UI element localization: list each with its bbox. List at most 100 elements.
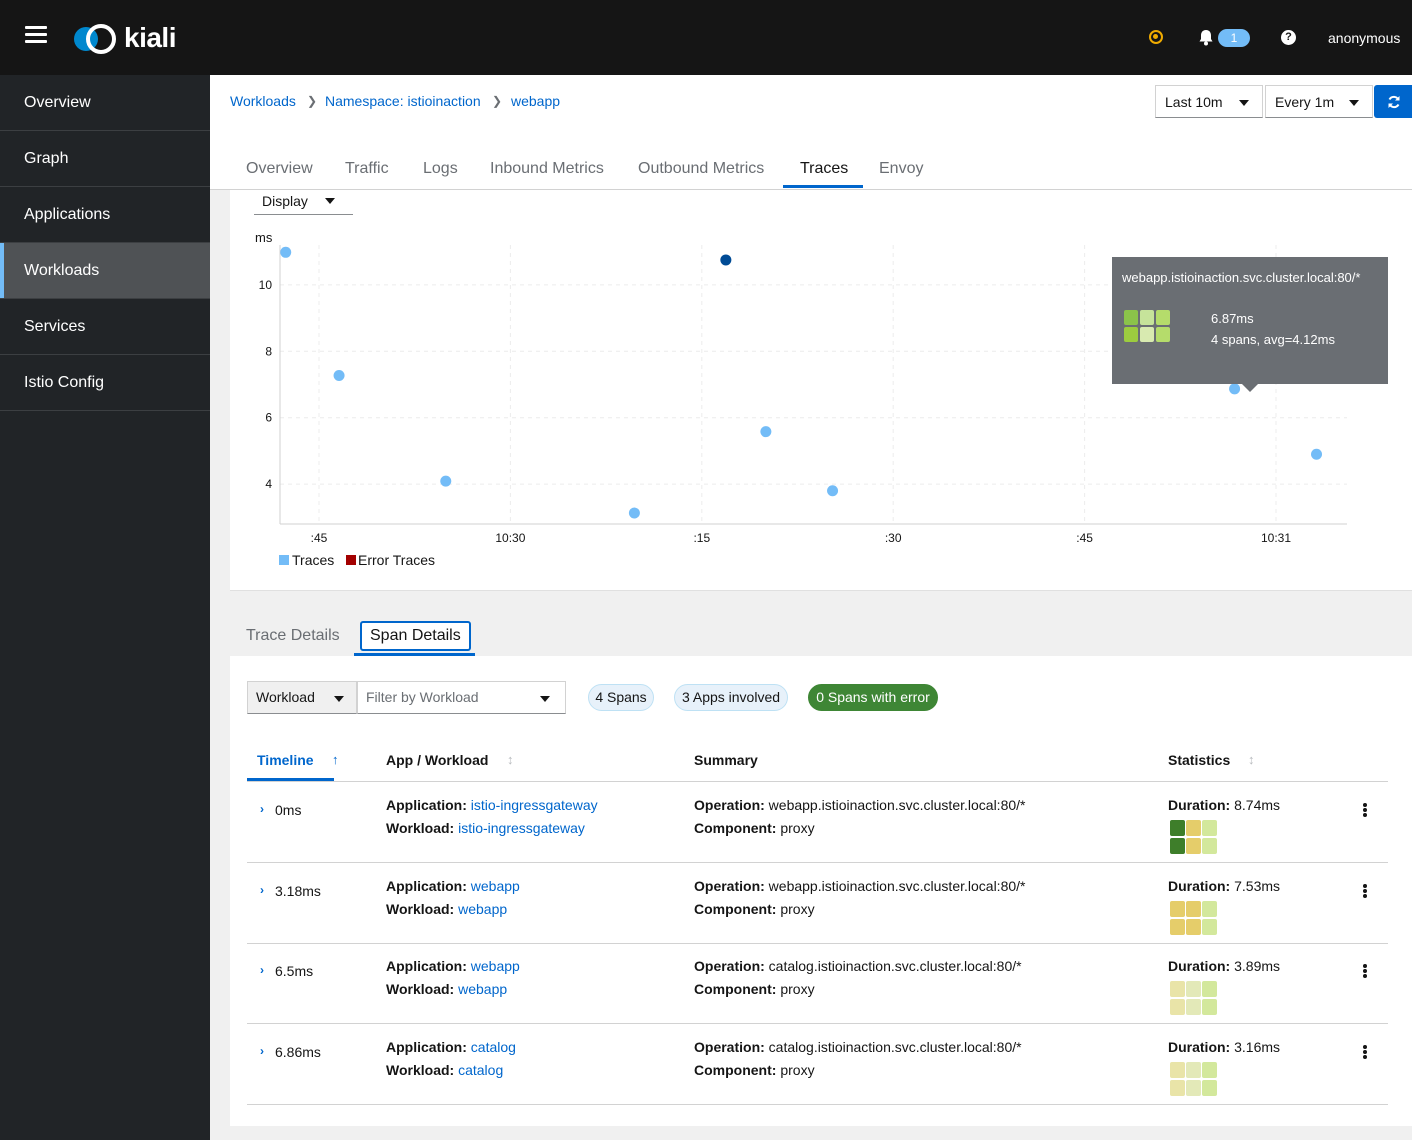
user-menu[interactable]: anonymous: [1328, 30, 1401, 46]
column-timeline[interactable]: Timeline: [257, 752, 314, 768]
tab-trace-details[interactable]: Trace Details: [246, 627, 340, 644]
filter-type-value: Workload: [256, 689, 315, 705]
table-row: › 0ms Application: istio-ingressgateway Wor…: [230, 782, 1412, 863]
heatmap-cell: [1186, 1079, 1201, 1096]
tab-span-details-box[interactable]: [360, 621, 471, 651]
tab-inbound-metrics[interactable]: Inbound Metrics: [490, 160, 604, 177]
heatmap-cell: [1202, 981, 1217, 997]
tab-envoy[interactable]: Envoy: [879, 160, 924, 177]
heatmap-cell: [1170, 999, 1185, 1015]
caret-down-icon: [334, 696, 344, 702]
help-icon[interactable]: ?: [1281, 30, 1296, 45]
breadcrumb-separator-icon: ❯: [307, 94, 318, 108]
duration-value: 3.89ms: [1234, 958, 1281, 974]
sidebar-item-istio-config[interactable]: Istio Config: [0, 355, 210, 411]
row-actions-kebab-icon[interactable]: [1363, 964, 1367, 978]
workload-link[interactable]: catalog: [458, 1061, 504, 1078]
sidebar-item-services[interactable]: Services: [0, 299, 210, 355]
display-select[interactable]: Display: [254, 190, 353, 215]
heatmap-cell: [1202, 1061, 1217, 1078]
span-operation: Operation: catalog.istioinaction.svc.clu…: [694, 1039, 1022, 1055]
heatmap-cell: [1186, 999, 1201, 1015]
sidebar-item-applications[interactable]: Applications: [0, 187, 210, 243]
heatmap-cell: [1202, 999, 1217, 1015]
heatmap-cell: [1202, 820, 1217, 836]
tab-span-details[interactable]: Span Details: [370, 627, 461, 644]
application-link[interactable]: catalog: [470, 1038, 516, 1055]
sort-icon[interactable]: ↕: [507, 752, 514, 767]
sort-icon[interactable]: ↕: [1248, 752, 1255, 767]
component-value: proxy: [780, 900, 815, 917]
column-app-workload[interactable]: App / Workload: [386, 752, 489, 768]
span-duration: Duration: 8.74ms: [1168, 797, 1280, 813]
breadcrumb-webapp[interactable]: webapp: [511, 93, 561, 109]
bell-icon[interactable]: [1198, 29, 1214, 46]
workload-link[interactable]: webapp: [458, 981, 508, 997]
notification-badge[interactable]: 1: [1218, 29, 1250, 47]
duration-value: 3.16ms: [1234, 1038, 1281, 1055]
tab-traffic[interactable]: Traffic: [345, 160, 389, 177]
application-link[interactable]: webapp: [470, 877, 520, 894]
span-start-time: 3.18ms: [275, 882, 321, 899]
row-actions-kebab-icon[interactable]: [1363, 1044, 1367, 1059]
component-label: Component:: [694, 900, 777, 917]
expand-row-icon[interactable]: ›: [260, 802, 264, 816]
expand-row-icon[interactable]: ›: [260, 963, 264, 977]
legend-error-traces-label: Error Traces: [358, 552, 436, 568]
refresh-button[interactable]: [1374, 85, 1412, 118]
column-statistics[interactable]: Statistics: [1168, 752, 1231, 768]
masthead: kiali 1 ? anonymous: [0, 0, 1412, 75]
operation-label: Operation:: [694, 958, 765, 974]
span-operation: Operation: webapp.istioinaction.svc.clus…: [694, 878, 1025, 894]
heatmap-cell: [1186, 981, 1201, 997]
application-label: Application:: [386, 877, 467, 894]
table-row: › 6.86ms Application: catalog Workload: cat…: [230, 1024, 1412, 1105]
application-link[interactable]: istio-ingressgateway: [470, 797, 598, 813]
tab-logs[interactable]: Logs: [423, 160, 458, 177]
heatmap-cell: [1140, 310, 1154, 325]
istio-status-icon[interactable]: [1149, 30, 1163, 44]
row-actions-kebab-icon[interactable]: [1363, 803, 1367, 817]
workload-link[interactable]: istio-ingressgateway: [458, 820, 585, 836]
active-detail-tab-indicator: [354, 653, 475, 656]
operation-label: Operation:: [694, 1038, 765, 1055]
expand-row-icon[interactable]: ›: [260, 1043, 264, 1058]
breadcrumb-workloads[interactable]: Workloads: [230, 93, 296, 109]
sort-ascending-icon[interactable]: ↑: [332, 752, 339, 767]
application-link[interactable]: webapp: [470, 958, 520, 974]
breadcrumb-namespace[interactable]: Namespace: istioinaction: [325, 93, 481, 109]
trace-point: [720, 254, 732, 266]
heatmap-cell: [1202, 838, 1217, 854]
workload-label: Workload:: [386, 1061, 455, 1078]
row-divider: [247, 862, 1388, 863]
heatmap-cell: [1170, 981, 1185, 997]
tab-overview[interactable]: Overview: [246, 160, 313, 177]
trace-point: [1311, 448, 1323, 460]
traces-scatter-chart: ms 4 6 8 10:45 10:30:15:30:45 10:31: [255, 230, 1347, 545]
workload-link[interactable]: webapp: [458, 900, 508, 917]
span-operation: Operation: webapp.istioinaction.svc.clus…: [694, 797, 1025, 813]
menu-toggle-icon[interactable]: [25, 26, 47, 44]
duration-select[interactable]: Last 10m: [1155, 85, 1263, 118]
sidebar-item-workloads[interactable]: Workloads: [0, 243, 210, 299]
y-axis-label: ms: [255, 230, 273, 245]
duration-value: Last 10m: [1165, 94, 1223, 110]
x-tick-label: :15: [693, 531, 710, 545]
heatmap-cell: [1170, 838, 1185, 854]
tab-outbound-metrics[interactable]: Outbound Metrics: [638, 160, 765, 177]
filter-type-select[interactable]: Workload: [247, 681, 357, 714]
operation-label: Operation:: [694, 877, 765, 894]
workload-filter-input[interactable]: Filter by Workload: [357, 681, 566, 714]
sidebar-item-overview[interactable]: Overview: [0, 75, 210, 131]
heatmap-cell: [1156, 327, 1170, 342]
expand-row-icon[interactable]: ›: [260, 882, 264, 897]
heatmap-cell: [1170, 918, 1185, 935]
heatmap-cell: [1186, 838, 1201, 854]
row-actions-kebab-icon[interactable]: [1363, 883, 1367, 898]
refresh-interval-select[interactable]: Every 1m: [1265, 85, 1373, 118]
trace-point: [440, 475, 452, 487]
tab-traces[interactable]: Traces: [800, 160, 849, 177]
span-application: Application: catalog: [386, 1039, 516, 1055]
sidebar-item-graph[interactable]: Graph: [0, 131, 210, 187]
application-label: Application:: [386, 1038, 467, 1055]
